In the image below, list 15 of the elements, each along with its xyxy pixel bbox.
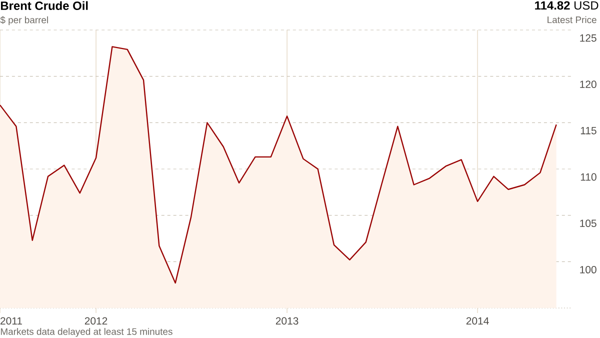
y-tick-label: 125 (580, 34, 596, 42)
y-tick-label: 105 (580, 220, 596, 228)
chart-title: Brent Crude Oil (0, 1, 88, 10)
x-tick-label: 2011 (0, 317, 22, 325)
text: Latest Price (548, 16, 596, 24)
chart-subtitle: $ per barrel (0, 16, 48, 26)
y-tick-label: 115 (580, 127, 596, 134)
y-tick-label: 120 (580, 80, 596, 88)
text: Markets data delayed at least 15 minutes (0, 328, 172, 337)
y-tick-label: 100 (580, 266, 596, 274)
y-tick-label: 110 (580, 173, 596, 181)
x-tick-label: 2012 (84, 317, 108, 325)
x-tick-label: 2014 (466, 317, 489, 325)
x-tick-label: 2013 (276, 317, 298, 325)
text: 114.82 USD (535, 1, 598, 10)
